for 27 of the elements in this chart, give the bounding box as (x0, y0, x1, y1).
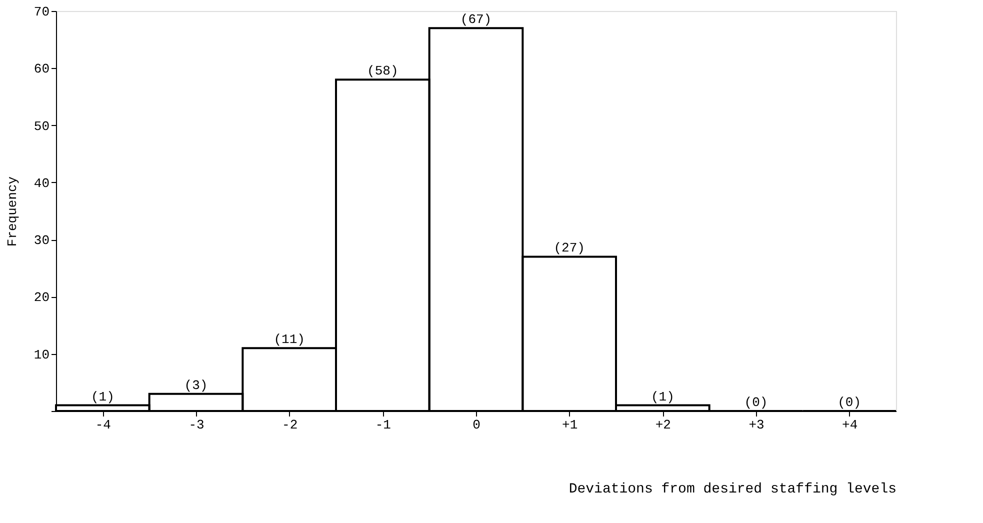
x-tick-label: +2 (655, 418, 671, 432)
x-tick-label: +4 (842, 418, 858, 432)
x-tick-label: 0 (472, 418, 480, 432)
x-tick-label: -4 (95, 418, 112, 432)
x-tick-label: +1 (562, 418, 578, 432)
x-tick-label: -1 (375, 418, 392, 432)
data-label: (0) (744, 395, 768, 410)
data-label: (1) (650, 389, 674, 404)
data-label: (11) (274, 332, 305, 348)
data-label: (27) (554, 240, 585, 256)
x-tick-label: +3 (748, 418, 764, 432)
y-tick-label: 20 (34, 290, 50, 306)
data-label: (58) (367, 64, 398, 79)
y-axis-title: Frequency (4, 176, 20, 247)
y-tick-label: 10 (34, 347, 50, 362)
data-label: (1) (90, 389, 114, 404)
y-tick-label: 50 (34, 118, 50, 134)
data-label: (3) (184, 378, 208, 393)
x-tick-label: -3 (188, 418, 204, 432)
y-tick-label: 60 (34, 62, 50, 77)
y-tick-label: 70 (34, 4, 50, 20)
data-label: (67) (460, 12, 492, 28)
y-tick-label: 30 (34, 233, 50, 248)
y-tick-label: 40 (34, 176, 50, 191)
data-label: (0) (838, 395, 862, 410)
x-tick-label: -2 (282, 418, 298, 432)
x-axis-title: Deviations from desired staffing levels (568, 482, 896, 498)
